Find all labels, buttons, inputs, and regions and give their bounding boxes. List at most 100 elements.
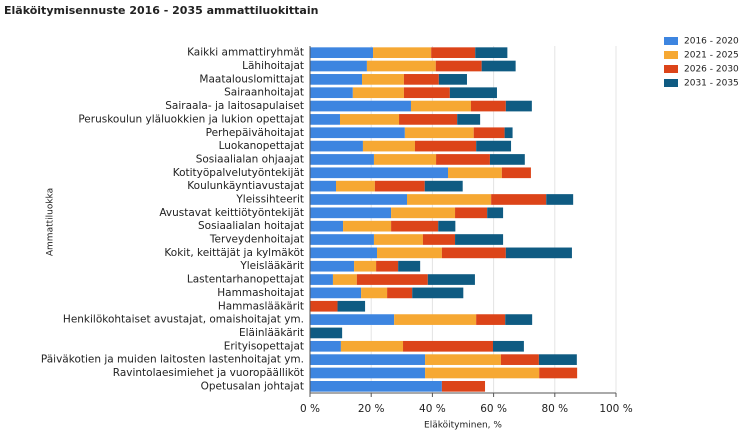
bar-segment [505,247,572,259]
bar-segment [457,114,481,125]
bar-segment [373,47,432,59]
bar-segment [501,167,531,179]
bar-segment [310,167,449,179]
bar-segment [412,287,464,299]
bar-segment [491,194,547,205]
y-tick-label: Kotityöpalvelutyöntekijät [173,167,304,179]
x-tick-label: 60 % [480,403,507,415]
bar-segment [310,100,411,112]
y-tick-label: Eläinlääkärit [239,327,304,339]
bar-segment [310,207,392,219]
bar-segment [310,47,374,59]
bar-segment [310,194,408,205]
bar-segment [387,287,413,299]
y-tick-label: Sosiaalialan ohjaajat [196,153,304,165]
bar-segment [500,354,539,365]
bar-segment [310,247,378,259]
bar-segment [310,74,363,85]
bar-segment [362,74,404,85]
bar-segment [362,140,415,152]
bar-segment [538,354,577,365]
legend-label: 2031 - 2035 [684,79,739,89]
y-tick-label: Peruskoulun yläluokkien ja lukion opetta… [78,113,304,125]
y-tick-label: Hammashoitajat [217,287,304,299]
bar-segment [441,380,486,392]
y-axis-label: Ammattiluokka [46,188,56,256]
bar-segment [332,274,357,285]
bar-segment [354,260,377,272]
bar-segment [476,314,506,325]
bar-segment [473,127,505,139]
y-tick-label: Maatalouslomittajat [199,73,304,85]
bar-segment [310,367,426,379]
bar-segment [310,300,338,312]
bar-segment [505,314,533,325]
bar-segment [505,100,532,112]
bar-segment [337,300,366,312]
bar-segment [361,287,388,299]
bar-segment [391,220,439,232]
y-tick-label: Perhepäivähoitajat [206,127,304,139]
bar-segment [356,274,428,285]
y-tick-label: Hammaslääkärit [218,300,304,312]
bar-segment [546,194,574,205]
bar-segment [310,234,374,245]
bar-segment [481,60,516,72]
x-axis-label: Eläköityminen, % [424,421,502,431]
bar-segment [310,314,395,325]
bar-segment [310,114,340,125]
bar-segment [310,287,362,299]
y-tick-label: Koulunkäyntiavustajat [187,180,304,192]
bar-segment [470,100,506,112]
bar-segment [492,340,524,352]
y-tick-label: Erityisopettajat [224,340,304,352]
y-tick-label: Yleislääkärit [239,260,304,272]
bar-segment [438,220,456,232]
bar-segment [376,260,399,272]
bar-segment [399,114,458,125]
bar-segment [441,247,506,259]
bar-segment [377,247,442,259]
bar-segment [343,220,392,232]
bar-segment [373,154,437,165]
bar-segment [424,180,463,192]
bar-segment [431,47,476,59]
bar-segment [310,340,341,352]
bar-segment [403,74,439,85]
bar-segment [425,367,540,379]
y-tick-label: Yleissihteerit [235,193,304,205]
bar-segment [310,180,337,192]
bar-segment [436,154,490,165]
legend-swatch [664,51,678,59]
bar-segment [336,180,375,192]
bar-segment [340,340,404,352]
bar-segment [391,207,456,219]
bar-segment [374,180,425,192]
bar-segment [310,140,363,152]
bar-segment [455,207,488,219]
bar-segment [455,234,504,245]
bar-segment [404,127,474,139]
bar-segment [403,87,450,99]
y-tick-label: Avustavat keittiötyöntekijät [159,207,304,219]
legend-label: 2026 - 2030 [684,65,739,75]
y-tick-label: Lähihoitajat [242,60,304,72]
bar-segment [339,114,400,125]
bar-segment [352,87,404,99]
bar-segment [310,260,355,272]
bar-segment [475,47,508,59]
y-tick-label: Sairaala- ja laitosapulaiset [165,100,304,112]
bar-segment [435,60,482,72]
x-tick-label: 80 % [541,403,568,415]
bar-segment [504,127,513,139]
bar-segment [539,367,578,379]
bar-segment [403,340,493,352]
chart-title: Eläköitymisennuste 2016 - 2035 ammattilu… [4,4,318,17]
bar-segment [310,87,353,99]
bar-segment [310,60,367,72]
bar-segment [427,274,475,285]
bar-segment [373,234,423,245]
bar-segment [398,260,421,272]
bar-segment [414,140,477,152]
